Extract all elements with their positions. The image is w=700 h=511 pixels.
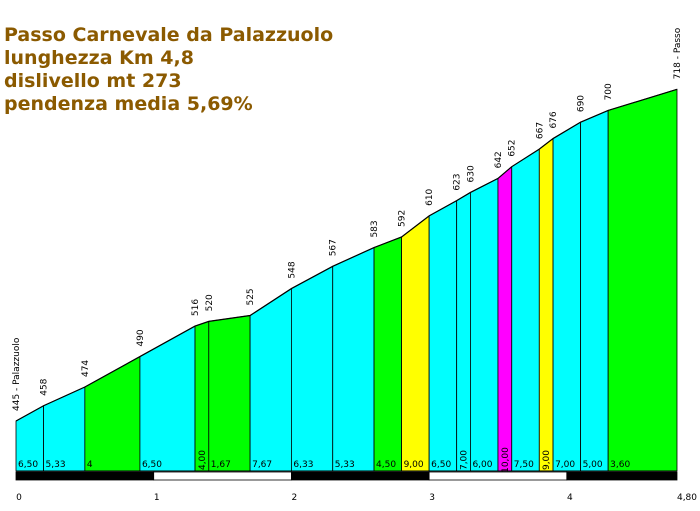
gradient-label: 4,00 (198, 450, 208, 470)
gradient-label: 1,67 (211, 460, 231, 470)
distance-band (291, 471, 430, 481)
gradient-label: 7,00 (555, 460, 575, 470)
altitude-label: 623 (453, 173, 463, 190)
profile-segment (291, 265, 334, 472)
altitude-label: 445 - Palazzuolo (12, 337, 22, 411)
altitude-label: 592 (398, 210, 408, 227)
altitude-label: 474 (81, 360, 91, 377)
km-tick-label: 1 (154, 493, 160, 503)
profile-segment (552, 121, 582, 472)
distance-band (566, 471, 678, 481)
gradient-label: 7,50 (514, 460, 534, 470)
altitude-label: 583 (370, 220, 380, 237)
gradient-label: 4,50 (376, 460, 396, 470)
gradient-label: 5,00 (583, 460, 603, 470)
profile-segment (194, 320, 210, 472)
profile-segment (580, 109, 609, 472)
distance-band (15, 471, 155, 481)
gradient-label: 7,00 (460, 450, 470, 470)
profile-segment (428, 199, 458, 472)
profile-segment (332, 246, 375, 472)
gradient-label: 6,50 (142, 460, 162, 470)
profile-segment (470, 177, 499, 472)
profile-outline (15, 88, 678, 472)
altitude-label: 516 (191, 299, 201, 316)
profile-segment (607, 88, 678, 472)
profile-outline-line (15, 88, 678, 422)
altitude-label: 490 (136, 329, 146, 346)
title-block: Passo Carnevale da Palazzuolo lunghezza … (4, 24, 333, 116)
altitude-label: 610 (425, 188, 435, 205)
km-tick-label: 2 (292, 493, 298, 503)
altitude-label: 630 (466, 165, 476, 182)
profile-segment (401, 215, 430, 472)
profile-segment (249, 287, 292, 472)
altitude-label: 700 (604, 83, 614, 100)
altitude-label: 690 (577, 95, 587, 112)
km-tick-label: 4,80 (677, 493, 697, 503)
altitude-label: 567 (329, 239, 339, 256)
altitude-label: 525 (246, 288, 256, 305)
distance-bar (15, 471, 678, 481)
gradient-label: 9,00 (404, 460, 424, 470)
altitude-labels: 445 - Palazzuolo 458 474 490 516 520 525 548 567… (12, 27, 683, 411)
km-tick-label: 0 (16, 493, 22, 503)
profile-segment (497, 165, 513, 472)
profile-segment (538, 137, 554, 472)
profile-segment (43, 386, 86, 472)
profile-segment (373, 236, 402, 472)
altitude-label: 652 (508, 139, 518, 156)
gradient-label: 5,33 (46, 460, 66, 470)
profile-fills (15, 88, 678, 472)
route-length: lunghezza Km 4,8 (4, 47, 194, 69)
gradient-label: 6,00 (472, 460, 492, 470)
altitude-label: 676 (549, 111, 559, 128)
profile-segment (456, 191, 471, 472)
altitude-label: 667 (535, 122, 545, 139)
altitude-label: 642 (494, 151, 504, 168)
distance-band (153, 471, 292, 481)
gradient-label: 9,00 (542, 450, 552, 470)
route-title: Passo Carnevale da Palazzuolo (4, 24, 334, 46)
route-average-gradient: pendenza media 5,69% (4, 93, 253, 115)
gradient-label: 10,00 (501, 447, 511, 473)
gradient-label: 5,33 (335, 460, 355, 470)
gradient-label: 6,33 (293, 460, 313, 470)
altitude-label: 520 (205, 294, 215, 311)
km-tick-label: 3 (429, 493, 435, 503)
altitude-label: 458 (40, 378, 50, 395)
km-tick-label: 4 (567, 493, 573, 503)
profile-segment (511, 148, 540, 472)
km-tick-labels: 0 1 2 3 4 4,80 (16, 493, 697, 503)
gradient-label: 6,50 (18, 460, 38, 470)
gradient-label: 4 (87, 460, 93, 470)
gradient-label: 6,50 (431, 460, 451, 470)
altitude-label: 718 - Passo (673, 27, 683, 79)
profile-segment (84, 355, 141, 472)
profile-segment (208, 315, 251, 472)
route-elevation-gain: dislivello mt 273 (4, 70, 182, 92)
gradient-label: 7,67 (252, 460, 272, 470)
distance-band (428, 471, 568, 481)
gradient-label: 3,60 (610, 460, 630, 470)
profile-segment (139, 325, 196, 472)
altitude-label: 548 (287, 261, 297, 278)
gradient-labels: 6,50 5,33 4 6,50 4,00 1,67 7,67 6,33 5,33 4,50 9,0… (18, 447, 630, 473)
